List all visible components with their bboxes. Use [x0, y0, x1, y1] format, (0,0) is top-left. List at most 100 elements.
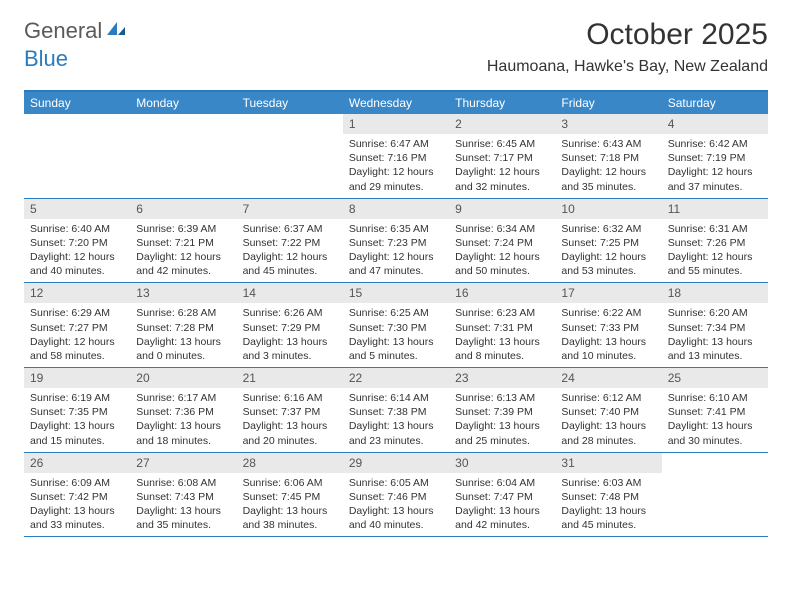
daylight-line2: and 33 minutes. [30, 518, 124, 532]
daylight-line1: Daylight: 13 hours [349, 419, 443, 433]
sunset-text: Sunset: 7:26 PM [668, 236, 762, 250]
calendar-cell: 7Sunrise: 6:37 AMSunset: 7:22 PMDaylight… [237, 199, 343, 283]
day-details: Sunrise: 6:31 AMSunset: 7:26 PMDaylight:… [662, 219, 768, 283]
daylight-line1: Daylight: 13 hours [136, 504, 230, 518]
daylight-line1: Daylight: 13 hours [136, 335, 230, 349]
day-number: 10 [555, 199, 661, 219]
day-header-sat: Saturday [662, 92, 768, 114]
day-details: Sunrise: 6:09 AMSunset: 7:42 PMDaylight:… [24, 473, 130, 537]
calendar-cell: 26Sunrise: 6:09 AMSunset: 7:42 PMDayligh… [24, 453, 130, 537]
calendar-cell: 1Sunrise: 6:47 AMSunset: 7:16 PMDaylight… [343, 114, 449, 198]
sunset-text: Sunset: 7:29 PM [243, 321, 337, 335]
sunrise-text: Sunrise: 6:25 AM [349, 306, 443, 320]
sunset-text: Sunset: 7:21 PM [136, 236, 230, 250]
calendar-cell: 22Sunrise: 6:14 AMSunset: 7:38 PMDayligh… [343, 368, 449, 452]
calendar-cell [130, 114, 236, 198]
sunset-text: Sunset: 7:18 PM [561, 151, 655, 165]
daylight-line2: and 28 minutes. [561, 434, 655, 448]
sunset-text: Sunset: 7:38 PM [349, 405, 443, 419]
day-number: 16 [449, 283, 555, 303]
daylight-line1: Daylight: 12 hours [349, 250, 443, 264]
day-details: Sunrise: 6:10 AMSunset: 7:41 PMDaylight:… [662, 388, 768, 452]
sunrise-text: Sunrise: 6:10 AM [668, 391, 762, 405]
calendar-cell [24, 114, 130, 198]
calendar-cell: 23Sunrise: 6:13 AMSunset: 7:39 PMDayligh… [449, 368, 555, 452]
calendar-cell: 18Sunrise: 6:20 AMSunset: 7:34 PMDayligh… [662, 283, 768, 367]
daylight-line2: and 42 minutes. [455, 518, 549, 532]
daylight-line2: and 10 minutes. [561, 349, 655, 363]
day-details: Sunrise: 6:26 AMSunset: 7:29 PMDaylight:… [237, 303, 343, 367]
daylight-line1: Daylight: 13 hours [561, 419, 655, 433]
daylight-line2: and 53 minutes. [561, 264, 655, 278]
daylight-line1: Daylight: 12 hours [561, 165, 655, 179]
daylight-line2: and 37 minutes. [668, 180, 762, 194]
day-header-tue: Tuesday [237, 92, 343, 114]
sunrise-text: Sunrise: 6:35 AM [349, 222, 443, 236]
sunset-text: Sunset: 7:27 PM [30, 321, 124, 335]
day-number: 1 [343, 114, 449, 134]
location-text: Haumoana, Hawke's Bay, New Zealand [487, 58, 768, 76]
daylight-line1: Daylight: 12 hours [349, 165, 443, 179]
day-number: 29 [343, 453, 449, 473]
daylight-line1: Daylight: 12 hours [561, 250, 655, 264]
sunrise-text: Sunrise: 6:03 AM [561, 476, 655, 490]
title-block: October 2025 Haumoana, Hawke's Bay, New … [487, 18, 768, 76]
day-number: 13 [130, 283, 236, 303]
calendar-cell: 30Sunrise: 6:04 AMSunset: 7:47 PMDayligh… [449, 453, 555, 537]
calendar-cell: 31Sunrise: 6:03 AMSunset: 7:48 PMDayligh… [555, 453, 661, 537]
calendar-cell [662, 453, 768, 537]
daylight-line2: and 8 minutes. [455, 349, 549, 363]
sunset-text: Sunset: 7:48 PM [561, 490, 655, 504]
day-details: Sunrise: 6:40 AMSunset: 7:20 PMDaylight:… [24, 219, 130, 283]
daylight-line2: and 50 minutes. [455, 264, 549, 278]
daylight-line1: Daylight: 13 hours [561, 504, 655, 518]
day-details: Sunrise: 6:12 AMSunset: 7:40 PMDaylight:… [555, 388, 661, 452]
sunrise-text: Sunrise: 6:23 AM [455, 306, 549, 320]
daylight-line1: Daylight: 12 hours [243, 250, 337, 264]
day-header-sun: Sunday [24, 92, 130, 114]
day-details: Sunrise: 6:32 AMSunset: 7:25 PMDaylight:… [555, 219, 661, 283]
daylight-line1: Daylight: 13 hours [455, 335, 549, 349]
day-details: Sunrise: 6:43 AMSunset: 7:18 PMDaylight:… [555, 134, 661, 198]
calendar-cell: 24Sunrise: 6:12 AMSunset: 7:40 PMDayligh… [555, 368, 661, 452]
daylight-line1: Daylight: 13 hours [30, 419, 124, 433]
logo-text-general: General [24, 18, 102, 44]
sunset-text: Sunset: 7:35 PM [30, 405, 124, 419]
day-details: Sunrise: 6:20 AMSunset: 7:34 PMDaylight:… [662, 303, 768, 367]
day-number: 30 [449, 453, 555, 473]
week-row: 5Sunrise: 6:40 AMSunset: 7:20 PMDaylight… [24, 199, 768, 284]
day-details: Sunrise: 6:25 AMSunset: 7:30 PMDaylight:… [343, 303, 449, 367]
daylight-line2: and 30 minutes. [668, 434, 762, 448]
calendar-cell: 20Sunrise: 6:17 AMSunset: 7:36 PMDayligh… [130, 368, 236, 452]
day-number: 9 [449, 199, 555, 219]
sunset-text: Sunset: 7:28 PM [136, 321, 230, 335]
day-number: 20 [130, 368, 236, 388]
day-details: Sunrise: 6:47 AMSunset: 7:16 PMDaylight:… [343, 134, 449, 198]
day-details: Sunrise: 6:39 AMSunset: 7:21 PMDaylight:… [130, 219, 236, 283]
daylight-line2: and 40 minutes. [30, 264, 124, 278]
sunrise-text: Sunrise: 6:39 AM [136, 222, 230, 236]
daylight-line1: Daylight: 12 hours [455, 250, 549, 264]
day-details: Sunrise: 6:23 AMSunset: 7:31 PMDaylight:… [449, 303, 555, 367]
sunrise-text: Sunrise: 6:04 AM [455, 476, 549, 490]
day-number: 14 [237, 283, 343, 303]
day-details: Sunrise: 6:05 AMSunset: 7:46 PMDaylight:… [343, 473, 449, 537]
day-details: Sunrise: 6:06 AMSunset: 7:45 PMDaylight:… [237, 473, 343, 537]
daylight-line1: Daylight: 13 hours [243, 504, 337, 518]
daylight-line1: Daylight: 13 hours [349, 504, 443, 518]
sunrise-text: Sunrise: 6:12 AM [561, 391, 655, 405]
logo-text-blue-wrap: Blue [24, 46, 68, 72]
calendar-cell: 6Sunrise: 6:39 AMSunset: 7:21 PMDaylight… [130, 199, 236, 283]
daylight-line2: and 55 minutes. [668, 264, 762, 278]
sunset-text: Sunset: 7:24 PM [455, 236, 549, 250]
calendar-cell: 17Sunrise: 6:22 AMSunset: 7:33 PMDayligh… [555, 283, 661, 367]
day-details: Sunrise: 6:35 AMSunset: 7:23 PMDaylight:… [343, 219, 449, 283]
week-row: 26Sunrise: 6:09 AMSunset: 7:42 PMDayligh… [24, 453, 768, 538]
calendar-cell: 8Sunrise: 6:35 AMSunset: 7:23 PMDaylight… [343, 199, 449, 283]
sunrise-text: Sunrise: 6:06 AM [243, 476, 337, 490]
day-number: 27 [130, 453, 236, 473]
day-number: 23 [449, 368, 555, 388]
calendar-cell: 3Sunrise: 6:43 AMSunset: 7:18 PMDaylight… [555, 114, 661, 198]
sunset-text: Sunset: 7:45 PM [243, 490, 337, 504]
logo-sail-icon [105, 20, 127, 43]
